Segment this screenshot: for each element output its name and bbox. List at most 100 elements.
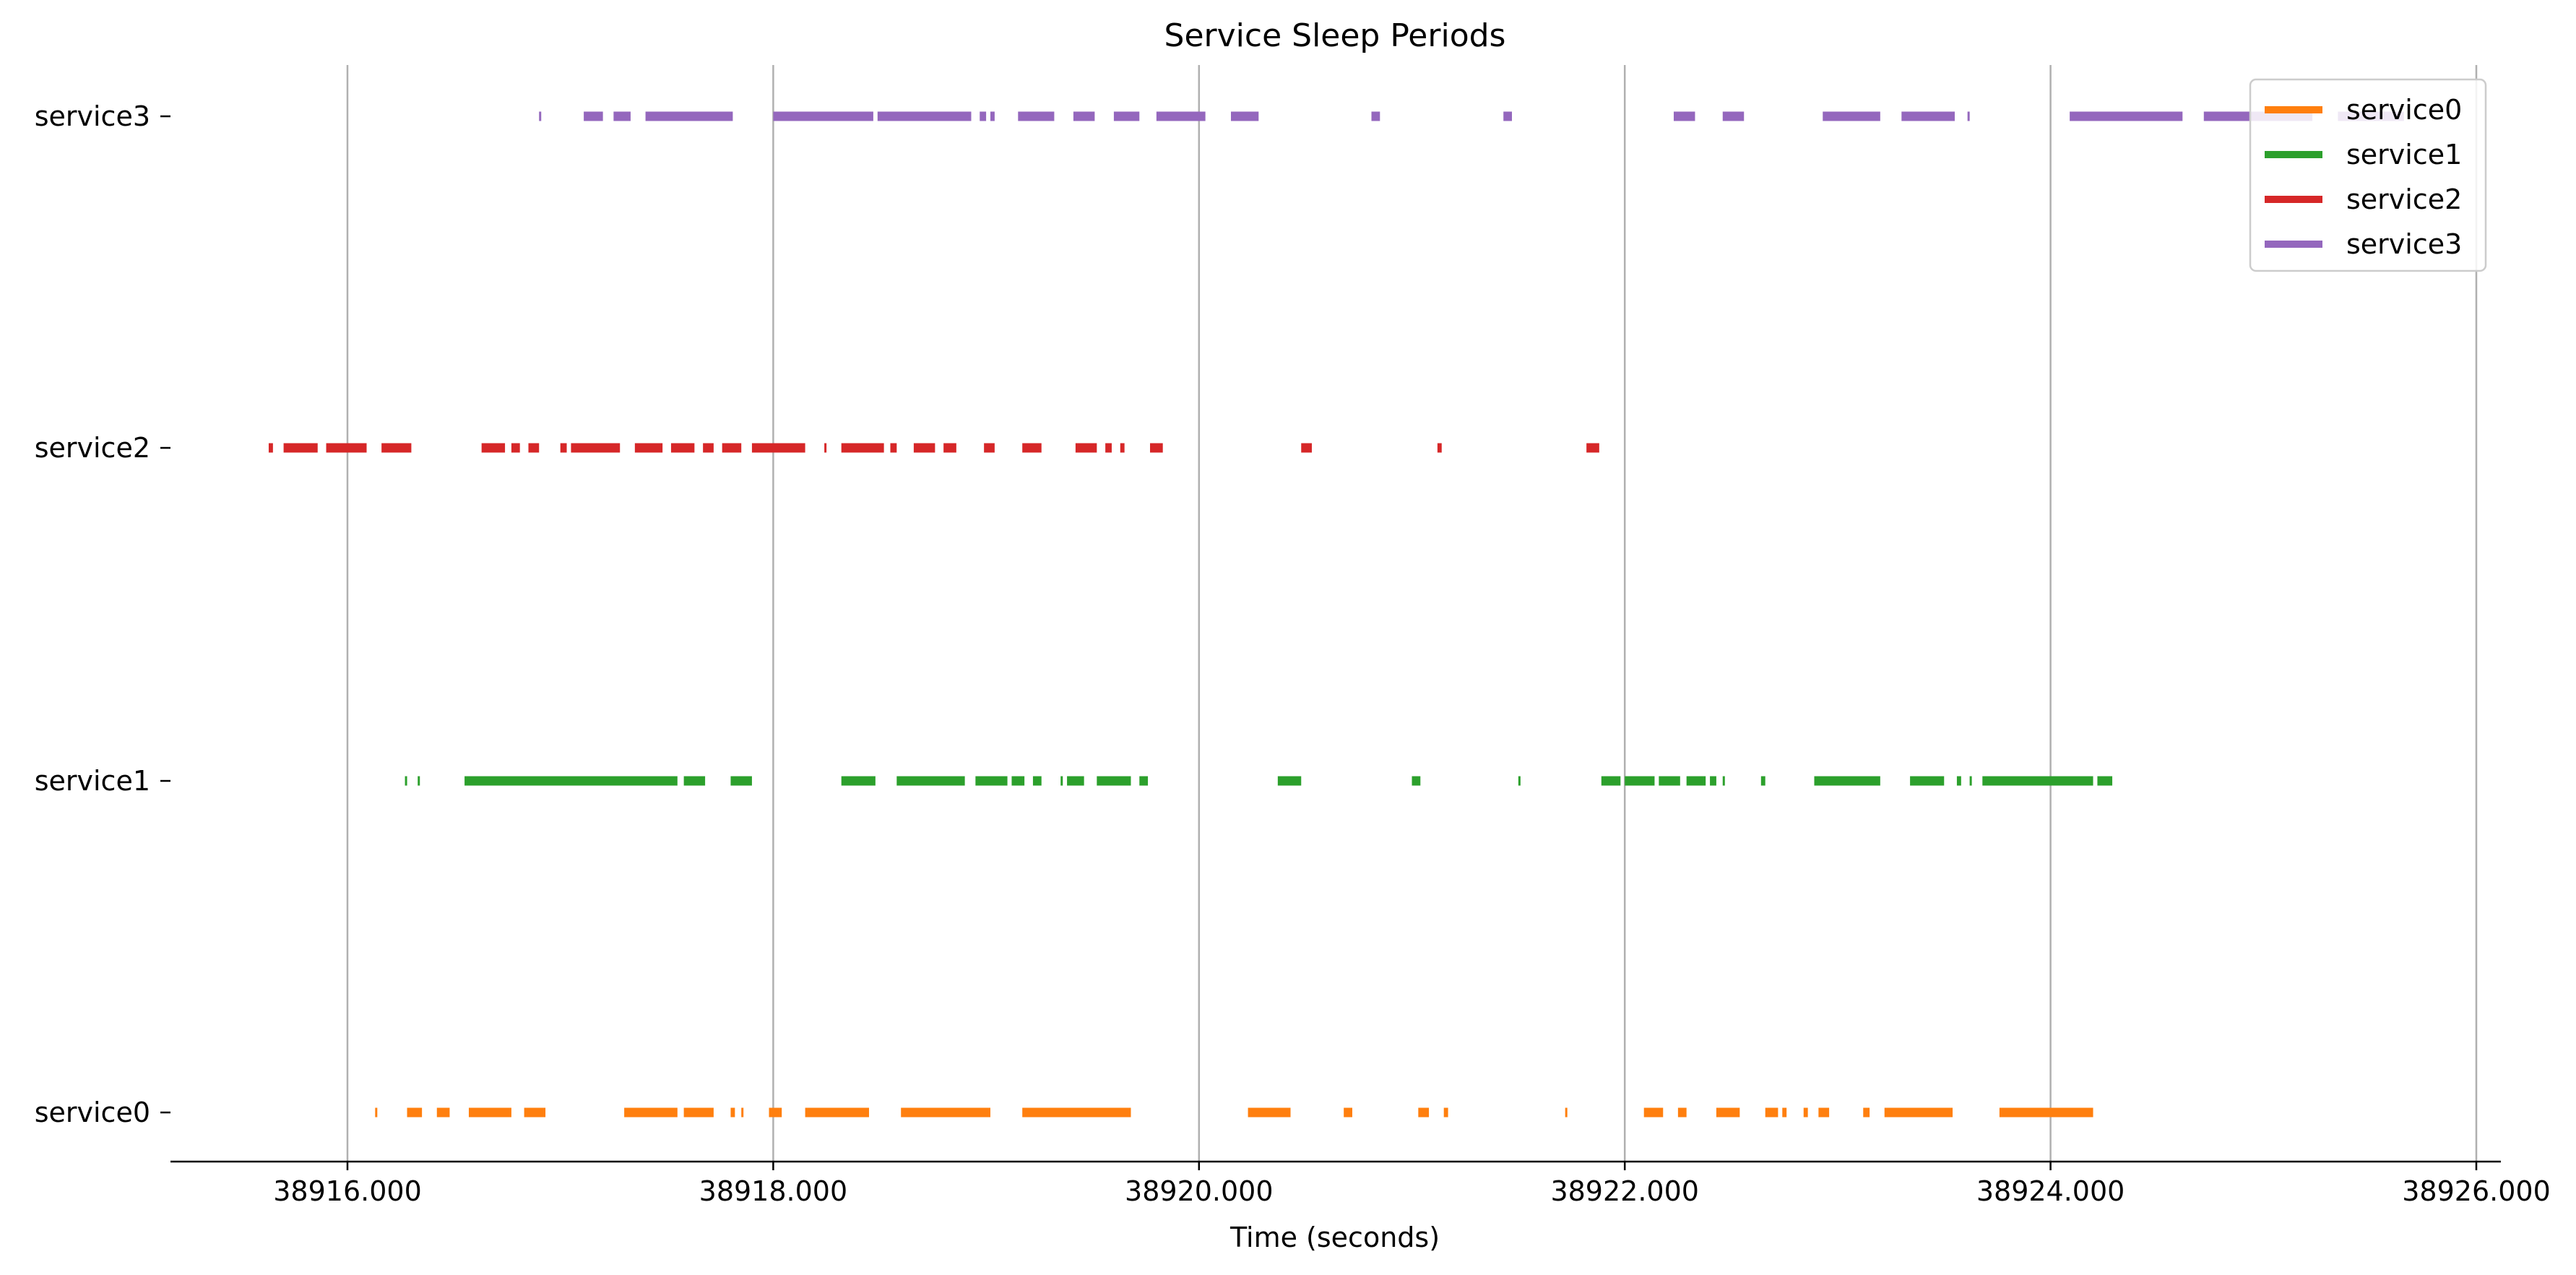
sleep-interval-service2: [1301, 443, 1312, 453]
sleep-interval-service2: [1150, 443, 1163, 453]
sleep-interval-service2: [890, 443, 897, 453]
sleep-interval-service0: [805, 1107, 870, 1118]
sleep-interval-service2: [703, 443, 714, 453]
sleep-interval-service0: [1884, 1107, 1953, 1118]
sleep-interval-service3: [1503, 111, 1513, 121]
y-tick-label-service3: service3: [35, 100, 150, 132]
sleep-interval-service2: [1437, 443, 1442, 453]
sleep-interval-service2: [841, 443, 884, 453]
sleep-interval-service3: [1231, 111, 1259, 121]
x-tick-label: 38916.000: [273, 1175, 422, 1207]
sleep-interval-service0: [436, 1107, 450, 1118]
sleep-interval-service3: [1073, 111, 1095, 121]
sleep-interval-service1: [1659, 776, 1680, 786]
sleep-interval-service1: [1097, 776, 1131, 786]
sleep-interval-service1: [464, 776, 678, 786]
sleep-interval-service0: [683, 1107, 714, 1118]
sleep-interval-service3: [1371, 111, 1380, 121]
y-tick-label-service2: service2: [35, 432, 150, 464]
axes-layer: 38916.000 38918.000 38920.000 38922.000 3892…: [35, 100, 2551, 1207]
sleep-interval-service3: [1967, 111, 1970, 121]
sleep-interval-service2: [1075, 443, 1097, 453]
sleep-interval-service2: [913, 443, 935, 453]
sleep-interval-service3: [539, 111, 542, 121]
sleep-interval-service2: [571, 443, 621, 453]
sleep-interval-service0: [741, 1107, 744, 1118]
sleep-interval-service2: [1586, 443, 1599, 453]
sleep-interval-service0: [1677, 1107, 1687, 1118]
chart-title: Service Sleep Periods: [1164, 17, 1506, 54]
sleep-interval-service3: [2070, 111, 2183, 121]
sleep-interval-service1: [418, 776, 420, 786]
sleep-interval-service1: [1956, 776, 1961, 786]
sleep-interval-service1: [1686, 776, 1706, 786]
sleep-interval-service0: [1565, 1107, 1568, 1118]
sleep-interval-service2: [511, 443, 520, 453]
sleep-interval-service1: [2097, 776, 2113, 786]
sleep-interval-service1: [1625, 776, 1655, 786]
y-tick-label-service0: service0: [35, 1097, 150, 1128]
sleep-interval-service3: [1722, 111, 1745, 121]
sleep-interval-service1: [1722, 776, 1725, 786]
sleep-interval-service0: [901, 1107, 990, 1118]
sleep-interval-service0: [1765, 1107, 1778, 1118]
sleep-interval-service1: [1910, 776, 1945, 786]
sleep-interval-service2: [481, 443, 506, 453]
sleep-interval-service2: [528, 443, 540, 453]
y-tick-label-service1: service1: [35, 765, 150, 797]
legend-label-service3: service3: [2346, 228, 2462, 260]
x-tick-label: 38918.000: [699, 1175, 848, 1207]
sleep-interval-service3: [990, 111, 995, 121]
sleep-interval-service0: [1803, 1107, 1808, 1118]
sleep-interval-service2: [634, 443, 663, 453]
sleep-interval-service0: [468, 1107, 511, 1118]
sleep-interval-service0: [375, 1107, 378, 1118]
sleep-interval-service3: [584, 111, 603, 121]
sleep-interval-service2: [326, 443, 367, 453]
sleep-interval-service2: [751, 443, 805, 453]
sleep-interval-service0: [524, 1107, 546, 1118]
x-tick-label: 38920.000: [1125, 1175, 1274, 1207]
sleep-interval-service0: [1999, 1107, 2093, 1118]
sleep-interval-service1: [1032, 776, 1042, 786]
sleep-interval-service3: [1823, 111, 1880, 121]
x-tick-label: 38922.000: [1550, 1175, 1699, 1207]
sleep-interval-service1: [1969, 776, 1972, 786]
sleep-interval-service2: [670, 443, 695, 453]
sleep-interval-service1: [1814, 776, 1880, 786]
sleep-interval-service1: [683, 776, 706, 786]
sleep-interval-service2: [722, 443, 742, 453]
sleep-interval-service2: [984, 443, 995, 453]
sleep-interval-service3: [1156, 111, 1206, 121]
sleep-interval-service1: [896, 776, 965, 786]
sleep-interval-service3: [980, 111, 987, 121]
sleep-interval-service0: [1863, 1107, 1870, 1118]
sleep-interval-service2: [268, 443, 273, 453]
sleep-interval-service0: [769, 1107, 782, 1118]
sleep-interval-service2: [943, 443, 956, 453]
sleep-interval-service0: [1344, 1107, 1352, 1118]
sleep-interval-service1: [1601, 776, 1621, 786]
sleep-interval-service1: [841, 776, 876, 786]
sleep-interval-service0: [1716, 1107, 1740, 1118]
sleep-interval-service2: [824, 443, 827, 453]
legend: service0 service1 service2 service3: [2249, 78, 2487, 272]
sleep-interval-service0: [1643, 1107, 1664, 1118]
x-tick-label: 38926.000: [2402, 1175, 2551, 1207]
sleep-interval-service0: [1782, 1107, 1787, 1118]
sleep-interval-service0: [1022, 1107, 1131, 1118]
sleep-interval-service1: [1518, 776, 1521, 786]
sleep-interval-service1: [1760, 776, 1765, 786]
sleep-interval-service0: [407, 1107, 423, 1118]
sleep-interval-service1: [1710, 776, 1716, 786]
sleep-interval-service2: [1105, 443, 1112, 453]
sleep-interval-service0: [1248, 1107, 1291, 1118]
sleep-interval-service2: [381, 443, 412, 453]
sleep-interval-service0: [1418, 1107, 1430, 1118]
sleep-interval-service0: [730, 1107, 735, 1118]
x-tick-label: 38924.000: [1976, 1175, 2125, 1207]
sleep-interval-service2: [283, 443, 318, 453]
sleep-interval-service3: [613, 111, 631, 121]
